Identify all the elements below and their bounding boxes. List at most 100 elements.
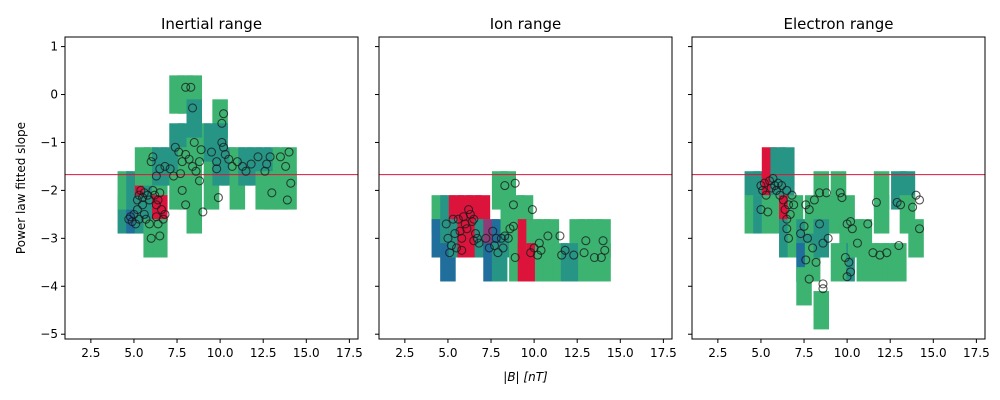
x-tick-label: 17.5 bbox=[650, 346, 677, 360]
heat-cell bbox=[813, 291, 830, 330]
x-tick-label: 5.0 bbox=[124, 346, 143, 360]
data-point bbox=[144, 195, 155, 205]
data-point bbox=[186, 82, 196, 92]
data-point bbox=[246, 159, 256, 169]
data-point bbox=[569, 250, 579, 260]
data-point bbox=[153, 219, 163, 229]
data-point bbox=[132, 195, 142, 205]
data-point bbox=[481, 233, 491, 243]
data-point bbox=[241, 166, 251, 176]
x-tick-label: 10.0 bbox=[521, 346, 548, 360]
data-point bbox=[462, 224, 472, 234]
x-tick-label: 2.5 bbox=[395, 346, 414, 360]
data-point bbox=[146, 233, 156, 243]
data-point bbox=[894, 240, 904, 251]
data-point bbox=[474, 238, 484, 248]
data-point bbox=[224, 154, 234, 164]
data-point bbox=[217, 118, 227, 128]
data-point bbox=[783, 200, 794, 210]
data-point bbox=[796, 228, 806, 239]
data-point bbox=[443, 233, 453, 243]
data-point bbox=[134, 214, 144, 224]
y-tick-label: −2 bbox=[40, 183, 58, 197]
data-point bbox=[871, 197, 881, 207]
data-point bbox=[799, 221, 809, 231]
x-tick-label: 7.5 bbox=[167, 346, 186, 360]
data-point bbox=[282, 195, 292, 205]
x-tick-label: 5.0 bbox=[438, 346, 457, 360]
data-point bbox=[138, 200, 148, 210]
data-point bbox=[809, 195, 819, 205]
data-point bbox=[821, 188, 831, 198]
heat-cell bbox=[186, 99, 203, 138]
data-point bbox=[763, 207, 773, 217]
data-point bbox=[555, 231, 565, 241]
panel-inertial-range: Inertial range 2.5 5.0 7.5 10.0 12.5 15.0 17.5… bbox=[40, 15, 362, 360]
heat-cell bbox=[830, 243, 847, 282]
data-point bbox=[194, 176, 204, 186]
data-point bbox=[160, 209, 170, 219]
x-tick-label: 5.0 bbox=[751, 346, 770, 360]
panel-electron-range: Electron range 2.5 5.0 7.5 10.0 12.5 15.0 17.5 bbox=[688, 15, 990, 360]
x-tick-label: 17.5 bbox=[963, 346, 990, 360]
data-point bbox=[782, 224, 792, 234]
data-point bbox=[232, 157, 242, 167]
axes-frame bbox=[691, 36, 986, 340]
x-tick-label: 2.5 bbox=[81, 346, 100, 360]
data-point bbox=[852, 238, 863, 248]
data-point bbox=[814, 188, 825, 198]
data-point bbox=[446, 240, 456, 251]
x-tick-label: 7.5 bbox=[794, 346, 813, 360]
data-point bbox=[508, 221, 518, 231]
data-point bbox=[823, 233, 833, 243]
data-point bbox=[802, 233, 813, 243]
data-point bbox=[284, 147, 294, 157]
data-point bbox=[155, 164, 165, 174]
data-point bbox=[589, 252, 599, 263]
data-point bbox=[467, 217, 477, 227]
data-point bbox=[212, 164, 222, 174]
data-point bbox=[844, 257, 854, 267]
data-point bbox=[882, 248, 892, 258]
data-point bbox=[452, 243, 462, 253]
data-point bbox=[914, 224, 925, 234]
y-tick-label: −1 bbox=[40, 135, 58, 149]
data-point bbox=[181, 82, 191, 92]
data-point bbox=[464, 205, 474, 215]
data-point bbox=[600, 245, 610, 255]
heat-cell bbox=[813, 219, 830, 258]
data-point bbox=[847, 224, 857, 234]
data-point bbox=[818, 279, 828, 289]
x-tick-label: 12.5 bbox=[564, 346, 591, 360]
data-point bbox=[196, 145, 206, 155]
data-point bbox=[778, 195, 788, 205]
data-point bbox=[811, 257, 821, 267]
x-tick-label: 12.5 bbox=[877, 346, 904, 360]
axes-frame bbox=[378, 36, 673, 340]
x-tick-label: 15.0 bbox=[293, 346, 320, 360]
x-tick-label: 7.5 bbox=[481, 346, 500, 360]
panel-ion-range: Ion range 2.5 5.0 7.5 10.0 12.5 15.0 17.5 bbox=[375, 15, 677, 360]
data-point bbox=[804, 274, 814, 284]
data-point bbox=[191, 166, 201, 176]
heat-cell bbox=[186, 195, 203, 234]
heat-cell bbox=[796, 267, 812, 306]
data-point bbox=[144, 219, 155, 229]
data-point bbox=[895, 200, 906, 210]
data-point bbox=[212, 157, 222, 167]
data-point bbox=[789, 200, 799, 210]
data-point bbox=[151, 171, 161, 181]
x-tick-label: 17.5 bbox=[336, 346, 363, 360]
x-tick-label: 15.0 bbox=[607, 346, 634, 360]
data-point bbox=[155, 188, 165, 198]
data-point bbox=[498, 243, 508, 253]
x-tick-label: 10.0 bbox=[207, 346, 234, 360]
heat-cell bbox=[908, 219, 924, 258]
data-point bbox=[457, 233, 467, 243]
heat-cell bbox=[281, 171, 297, 210]
data-point bbox=[493, 248, 503, 258]
data-point bbox=[508, 200, 518, 210]
data-point bbox=[863, 219, 873, 229]
data-point bbox=[198, 207, 208, 217]
